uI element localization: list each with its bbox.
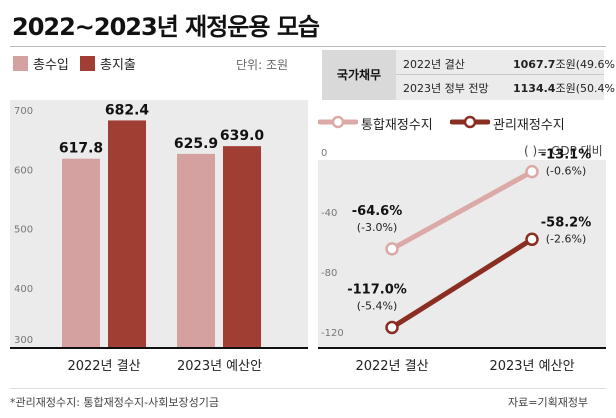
y-tick-label: 700 <box>14 106 33 117</box>
y-tick-label: 300 <box>14 335 33 346</box>
debt-row-period: 2022년 결산 <box>403 58 465 71</box>
revenue-legend-label: 총수입 <box>33 58 69 73</box>
integrated-balance-gdp-label: (-0.6%) <box>546 165 587 178</box>
debt-amount: 1134.4 <box>513 82 556 95</box>
bar-chart-baseline <box>10 347 308 349</box>
bar-revenue <box>177 153 215 347</box>
y-tick-label: 600 <box>14 165 33 176</box>
debt-ratio: (50.4%) <box>575 82 616 95</box>
managed-balance-value-label: -58.2% <box>541 215 592 230</box>
debt-row-divider <box>396 74 604 75</box>
debt-row-value: 1067.7조원(49.6%) <box>513 56 616 72</box>
debt-unit: 조원 <box>555 82 576 95</box>
bar-category-label-2023: 2023년 예산안 <box>177 359 263 374</box>
national-debt-label: 국가채무 <box>336 68 382 82</box>
bar-value-label: 617.8 <box>59 141 103 157</box>
y-tick-label: 500 <box>14 225 33 236</box>
integrated-balance-marker-icon <box>318 115 358 129</box>
y-tick-label: -80 <box>321 268 337 279</box>
debt-ratio: (49.6%) <box>575 58 616 71</box>
managed-balance-gdp-label: (-2.6%) <box>546 232 587 245</box>
title-divider <box>10 46 606 47</box>
integrated-balance-value-label: -64.6% <box>352 204 403 219</box>
expenditure-legend-swatch <box>80 56 95 71</box>
debt-unit: 조원 <box>555 58 576 71</box>
managed-balance-point <box>385 320 399 335</box>
revenue-legend-swatch <box>13 56 28 71</box>
managed-balance-gdp-label: (-5.4%) <box>357 300 398 313</box>
debt-amount: 1067.7 <box>513 58 556 71</box>
bar-value-label: 639.0 <box>220 128 265 144</box>
y-tick-label: -40 <box>321 208 337 219</box>
managed-balance-marker-icon <box>450 115 490 129</box>
footnote: *관리재정수지: 통합재정수지-사회보장성기금 <box>10 396 219 409</box>
managed-balance-legend-label: 관리재정수지 <box>493 118 565 133</box>
integrated-balance-legend-label: 통합재정수지 <box>361 118 433 133</box>
footer-divider <box>10 388 606 389</box>
debt-row-value: 1134.4조원(50.4%) <box>513 80 616 96</box>
bar-expenditure <box>108 120 146 347</box>
y-tick-label: 0 <box>321 148 327 159</box>
debt-row-period: 2023년 정부 전망 <box>403 82 489 95</box>
managed-balance-line <box>389 236 535 330</box>
integrated-balance-value-label: -13.1% <box>541 148 592 163</box>
bar-revenue <box>62 158 100 347</box>
gdp-ratio-note: ( )= GDP 대비 <box>524 144 603 158</box>
expenditure-legend-label: 총지출 <box>100 58 136 73</box>
unit-label: 단위: 조원 <box>236 58 289 72</box>
bar-category-label-2022: 2022년 결산 <box>67 359 141 374</box>
bar-expenditure <box>223 146 261 347</box>
bar-value-label: 625.9 <box>174 136 218 152</box>
integrated-balance-point <box>385 242 399 256</box>
national-debt-label-box: 국가채무 <box>322 50 396 100</box>
line-chart-background <box>318 160 606 348</box>
managed-balance-point <box>525 232 539 247</box>
line-category-label-2022: 2022년 결산 <box>355 359 429 374</box>
integrated-balance-line <box>389 169 535 252</box>
line-chart-baseline <box>318 347 606 349</box>
integrated-balance-gdp-label: (-3.0%) <box>357 221 398 234</box>
y-tick-label: 400 <box>14 284 33 295</box>
y-tick-label: -120 <box>321 328 344 339</box>
line-category-label-2023: 2023년 예산안 <box>489 359 575 374</box>
managed-balance-value-label: -117.0% <box>347 283 407 298</box>
bar-value-label: 682.4 <box>105 102 150 118</box>
integrated-balance-point <box>525 164 539 179</box>
chart-title: 2022~2023년 재정운용 모습 <box>12 13 320 41</box>
source-credit: 자료=기획재정부 <box>508 396 589 409</box>
